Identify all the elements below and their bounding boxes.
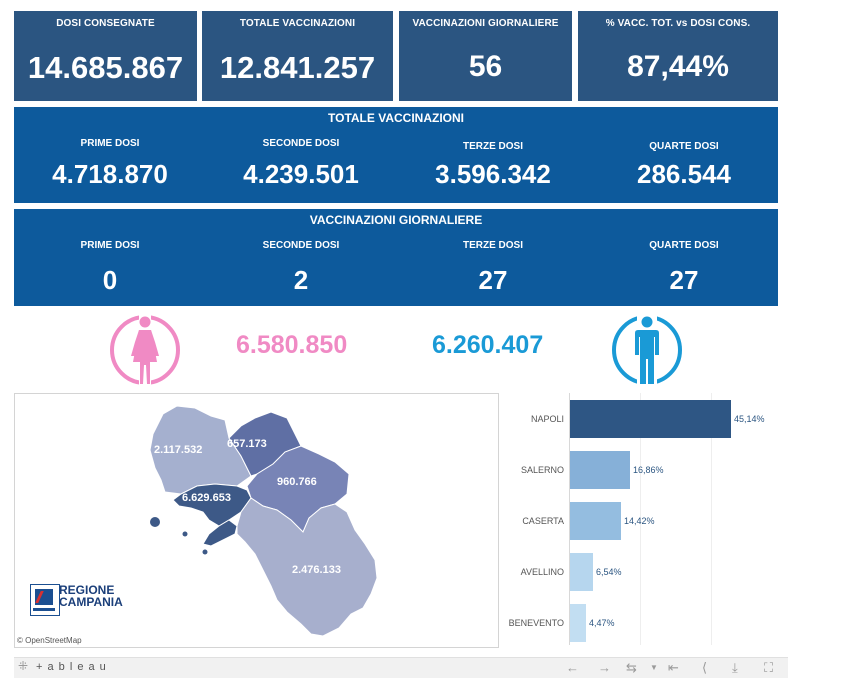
dose-label: QUARTE DOSI [649,141,719,152]
dose-value: 3.596.342 [435,159,551,189]
gridline [640,393,641,645]
map-label-caserta: 2.117.532 [154,444,203,456]
dose-label: TERZE DOSI [462,240,523,251]
revert-icon[interactable]: ⇆ [626,660,637,675]
download-icon[interactable]: ⤓ [732,660,738,675]
revert-dropdown-icon[interactable]: ▼ [650,663,658,672]
osm-credit[interactable]: © OpenStreetMap [17,636,82,645]
kpi-totale-vaccinazioni: TOTALE VACCINAZIONI 12.841.257 [202,11,393,101]
giornaliere-prime-dosi: PRIME DOSI 0 [14,240,206,296]
kpi-dosi-consegnate: DOSI CONSEGNATE 14.685.867 [14,11,197,101]
undo-icon[interactable]: ← [566,660,579,675]
bar-category-label: BENEVENTO [508,618,564,628]
dose-value: 286.544 [637,159,731,189]
kpi-label: DOSI CONSEGNATE [56,18,155,29]
dose-value: 4.718.870 [52,159,168,189]
reset-icon[interactable]: ⇤ [668,660,679,675]
bar-value-label: 16,86% [633,465,664,475]
male-icon [612,313,682,387]
giornaliere-terze-dosi: TERZE DOSI 27 [397,240,589,296]
tableau-logo-icon[interactable]: ⁜ [18,659,29,673]
map-label-napoli: 6.629.653 [182,492,231,504]
map-label-salerno: 2.476.133 [292,564,341,576]
kpi-value: 87,44% [627,50,729,83]
kpi-label: VACCINAZIONI GIORNALIERE [412,18,559,29]
kpi-label: TOTALE VACCINAZIONI [239,18,356,29]
panel-title: TOTALE VACCINAZIONI [328,111,464,125]
female-count: 6.580.850 [236,331,348,359]
bar-napoli[interactable] [570,400,731,438]
dose-label: SECONDE DOSI [262,138,340,149]
panel-title: VACCINAZIONI GIORNALIERE [309,213,483,227]
bar-value-label: 45,14% [734,414,765,424]
kpi-value: 56 [468,50,503,83]
bar-value-label: 4,47% [589,618,615,628]
map-label-benevento: 657.173 [227,438,267,450]
kpi-percentuale: % VACC. TOT. vs DOSI CONS. 87,44% [578,11,778,101]
dose-value: 27 [669,265,699,295]
logo-text-regione: REGIONE [59,583,115,597]
dose-value: 27 [478,265,508,295]
bar-category-label: CASERTA [522,516,564,526]
share-icon[interactable]: ⟨ [702,660,708,675]
dose-value: 0 [102,265,118,295]
kpi-label: % VACC. TOT. vs DOSI CONS. [605,18,751,29]
totale-vaccinazioni-panel: TOTALE VACCINAZIONI PRIME DOSI 4.718.870… [14,107,778,203]
male-count: 6.260.407 [432,331,544,359]
regione-campania-logo [30,584,60,616]
bar-salerno[interactable] [570,451,630,489]
vaccinazioni-giornaliere-panel: VACCINAZIONI GIORNALIERE PRIME DOSI 0 SE… [14,209,778,306]
map-label-avellino: 960.766 [277,476,317,488]
logo-text-campania: CAMPANIA [59,595,123,609]
dose-label: PRIME DOSI [80,240,140,251]
bar-axis [569,393,570,645]
kpi-value: 14.685.867 [27,50,184,85]
giornaliere-seconde-dosi: SECONDE DOSI 2 [205,240,397,296]
tableau-toolbar: ⁜ + a b l e a u ← → ⇆ ▼ ⇤ ⟨ ⤓ ⛶ [14,657,788,678]
bar-avellino[interactable] [570,553,593,591]
totale-prime-dosi: PRIME DOSI 4.718.870 [14,138,206,190]
gridline [711,393,712,645]
giornaliere-quarte-dosi: QUARTE DOSI 27 [588,240,780,296]
bar-value-label: 14,42% [624,516,655,526]
bar-category-label: SALERNO [520,465,564,475]
dose-value: 4.239.501 [243,159,359,189]
female-icon [110,313,180,387]
dose-label: PRIME DOSI [80,138,140,149]
fullscreen-icon[interactable]: ⛶ [764,660,774,675]
dose-value: 2 [293,265,309,295]
bar-value-label: 6,54% [596,567,622,577]
bar-caserta[interactable] [570,502,621,540]
bar-benevento[interactable] [570,604,586,642]
tableau-brand[interactable]: + a b l e a u [36,661,107,673]
totale-seconde-dosi: SECONDE DOSI 4.239.501 [205,138,397,190]
bar-category-label: AVELLINO [520,567,564,577]
dose-label: SECONDE DOSI [262,240,340,251]
province-salerno [236,497,378,637]
province-napoli-peninsula [202,519,238,547]
map-canvas[interactable] [15,394,498,647]
kpi-value: 12.841.257 [219,50,376,85]
totale-terze-dosi: TERZE DOSI 3.596.342 [397,141,589,190]
dose-label: TERZE DOSI [462,141,523,152]
dose-label: QUARTE DOSI [649,240,719,251]
campania-map[interactable]: 2.117.532 657.173 960.766 6.629.653 2.47… [14,393,499,648]
totale-quarte-dosi: QUARTE DOSI 286.544 [588,141,780,190]
redo-icon[interactable]: → [598,660,611,675]
bar-category-label: NAPOLI [530,414,564,424]
kpi-vaccinazioni-giornaliere: VACCINAZIONI GIORNALIERE 56 [399,11,572,101]
